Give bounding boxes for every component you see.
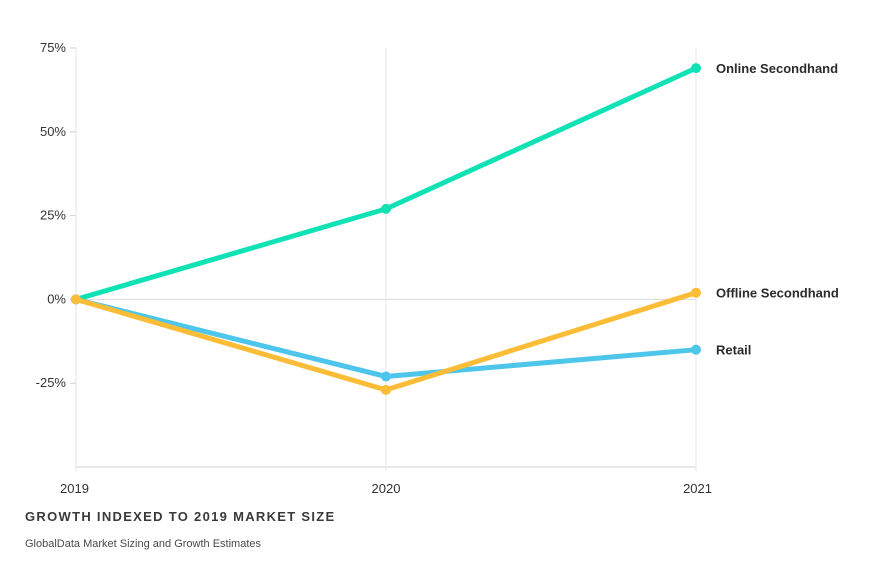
data-point <box>691 344 701 355</box>
y-axis: 75% 50% 25% 0% -25% <box>36 40 77 467</box>
series-label: Retail <box>716 343 751 358</box>
series-label: Online Secondhand <box>716 61 838 76</box>
x-tick-label: 2019 <box>60 481 89 496</box>
y-tick-label: -25% <box>36 375 67 390</box>
y-tick-label: 0% <box>47 291 66 306</box>
data-point <box>71 294 81 305</box>
data-point <box>381 384 391 395</box>
y-tick-label: 75% <box>40 40 66 55</box>
series-label: Offline Secondhand <box>716 286 839 301</box>
y-tick-label: 50% <box>40 124 66 139</box>
x-axis: 2019 2020 2021 <box>60 48 712 496</box>
data-point <box>691 63 701 74</box>
y-tick-label: 25% <box>40 208 66 223</box>
series-labels: Online Secondhand Offline Secondhand Retai… <box>716 61 839 358</box>
chart-source: GlobalData Market Sizing and Growth Esti… <box>25 538 261 550</box>
data-point <box>381 203 391 214</box>
chart-caption: GROWTH INDEXED TO 2019 MARKET SIZE <box>25 509 336 524</box>
x-tick-label: 2020 <box>372 481 401 496</box>
data-point <box>381 371 391 382</box>
data-point <box>691 287 701 298</box>
series-group <box>71 63 701 395</box>
x-tick-label: 2021 <box>683 481 712 496</box>
